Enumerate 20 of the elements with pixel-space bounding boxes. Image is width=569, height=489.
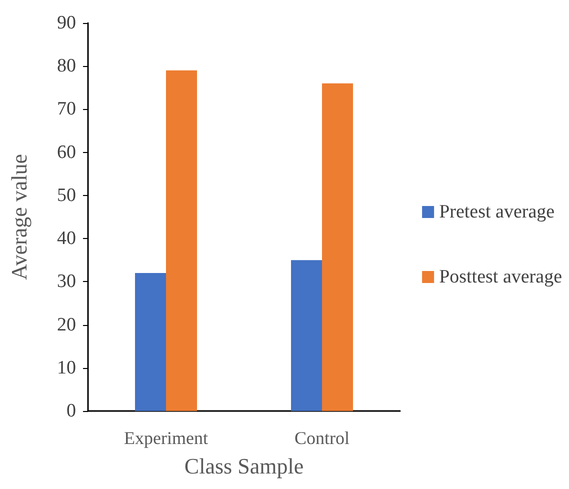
- y-tick-label: 60: [57, 142, 76, 163]
- y-tick-label: 80: [57, 56, 76, 77]
- x-axis-title: Class Sample: [184, 454, 304, 478]
- y-tick-label: 50: [57, 184, 76, 206]
- x-tick-label: Experiment: [124, 428, 208, 448]
- y-tick-label: 90: [57, 12, 76, 34]
- legend-label: Pretest average: [439, 202, 555, 222]
- bar: [166, 70, 197, 411]
- bar: [135, 273, 166, 411]
- y-tick-label: 10: [57, 357, 76, 378]
- x-tick-label: Control: [294, 428, 350, 448]
- y-tick-label: 30: [57, 271, 76, 292]
- y-tick-label: 40: [57, 228, 76, 250]
- bar: [291, 260, 322, 411]
- legend-label: Posttest average: [439, 266, 562, 288]
- bar: [322, 83, 353, 411]
- y-axis-title: Average value: [6, 154, 32, 280]
- y-tick-label: 70: [57, 98, 76, 120]
- y-tick-label: 20: [57, 314, 76, 336]
- y-tick-label: 0: [66, 400, 76, 422]
